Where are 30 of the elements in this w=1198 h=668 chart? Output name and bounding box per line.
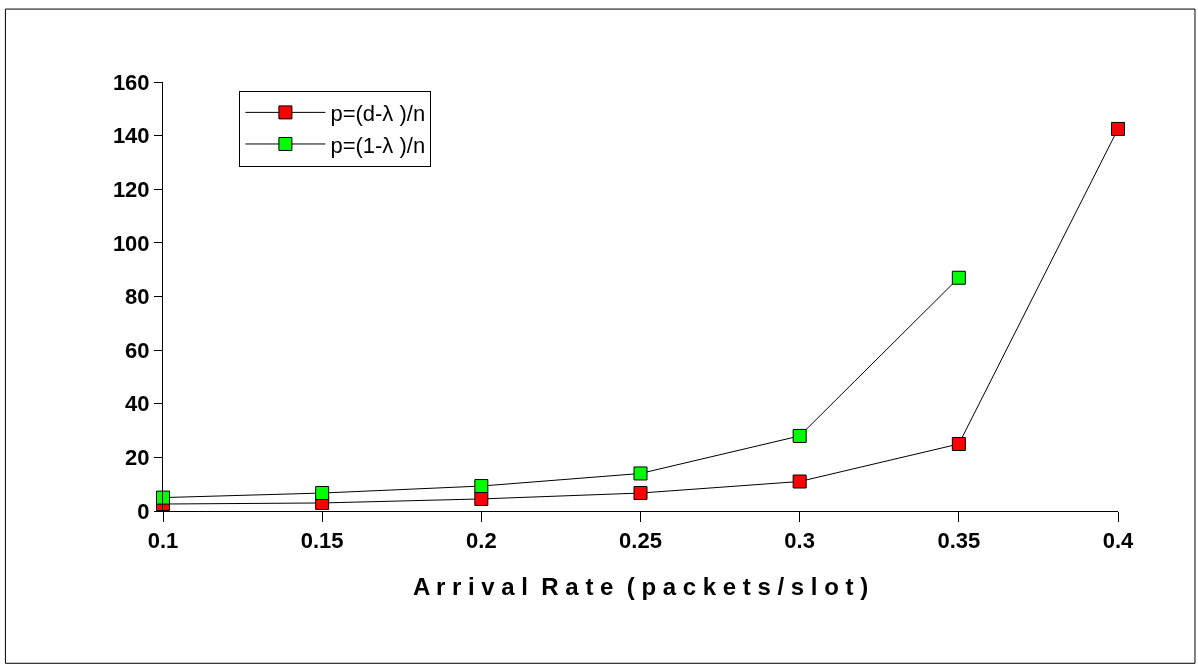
x-tick-label: 0.15 xyxy=(300,528,344,554)
x-tick-label: 0.2 xyxy=(466,528,497,554)
y-tick-label: 100 xyxy=(112,230,150,256)
point xyxy=(633,486,648,501)
x-tick-label: 0.35 xyxy=(937,528,981,554)
x-tick-label: 0.1 xyxy=(147,528,179,554)
point xyxy=(1111,121,1125,136)
legend-label: p=(d-λ )/n xyxy=(330,100,426,126)
point xyxy=(951,270,966,285)
legend-label: p=(1-λ )/n xyxy=(330,132,426,158)
x-tick-label: 0.3 xyxy=(784,528,815,554)
y-tick-label: 40 xyxy=(125,391,150,417)
point xyxy=(474,491,489,506)
y-tick-label: 20 xyxy=(125,445,150,471)
point xyxy=(792,474,807,489)
point xyxy=(633,466,648,481)
point xyxy=(315,486,330,501)
y-tick-label: 80 xyxy=(125,284,150,310)
y-tick-label: 0 xyxy=(137,498,150,524)
y-tick-label: 120 xyxy=(112,176,150,202)
y-tick-label: 140 xyxy=(112,123,150,149)
point xyxy=(951,436,966,451)
point xyxy=(792,428,807,443)
y-tick-label: 60 xyxy=(125,337,150,363)
point xyxy=(156,490,170,505)
y-tick-label: 160 xyxy=(112,69,150,95)
x-tick-label: 0.25 xyxy=(619,528,662,554)
point xyxy=(474,479,489,494)
x-tick-label: 0.4 xyxy=(1102,528,1135,554)
x-axis-title: A r r i v a l R a t e ( p a c k e t s / s l o t ) xyxy=(412,572,869,600)
